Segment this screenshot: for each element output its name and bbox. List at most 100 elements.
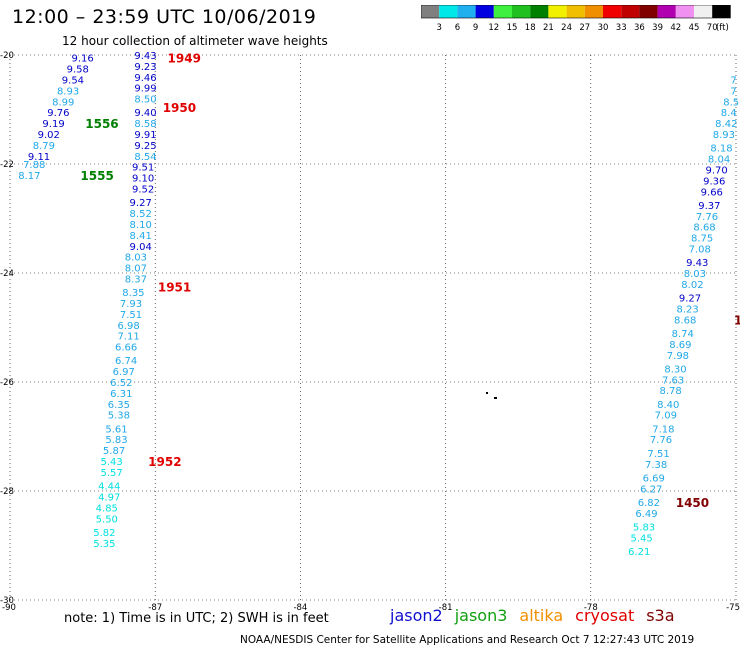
swh-value-label: 9.02 <box>38 130 60 141</box>
swh-value-label: 7.18 <box>652 424 674 435</box>
swh-value-label: 8.35 <box>122 288 144 299</box>
colorbar-swatch <box>493 5 512 18</box>
y-tick-label: -24 <box>0 269 14 279</box>
swh-value-label: 9.37 <box>698 201 720 212</box>
chart-subtitle: 12 hour collection of altimeter wave hei… <box>62 34 328 48</box>
colorbar-swatch <box>621 5 640 18</box>
swh-value-label: 6.69 <box>643 473 665 484</box>
swh-value-label: 9.27 <box>130 198 152 209</box>
legend-item-jason3: jason3 <box>454 606 508 625</box>
land-dot <box>494 397 497 399</box>
colorbar-swatch <box>548 5 567 18</box>
legend-item-cryosat: cryosat <box>575 606 635 625</box>
colorbar-unit-label: (ft) <box>716 23 729 33</box>
footnote: note: 1) Time is in UTC; 2) SWH is in fe… <box>64 611 329 626</box>
swh-value-label: 7.76 <box>696 212 718 223</box>
swh-value-label: 7.51 <box>647 449 669 460</box>
swh-value-label: 6.66 <box>115 343 137 354</box>
swh-track: 9.439.239.469.998.50 9.408.589.919.258.54… <box>93 51 156 550</box>
color-scale-legend: 3 6 9 12 15 18 21 24 27 30 33 36 39 42 45 70(ft) <box>421 5 731 33</box>
wave-height-plot: -90 -87 -84 -81 -78 -75 -20 -22 -24 -26 -28 -30 9.16… <box>0 51 740 612</box>
colorbar-level-label: 15 <box>507 23 518 33</box>
swh-value-label: 5.82 <box>93 528 115 539</box>
swh-value-label: 5.83 <box>633 522 655 533</box>
legend-item-s3a: s3a <box>646 606 675 625</box>
colorbar-swatch <box>421 5 440 18</box>
swh-value-label: 9.58 <box>67 65 89 76</box>
x-tick-label: -90 <box>2 603 16 612</box>
colorbar-level-label: 45 <box>689 23 700 33</box>
legend-item-jason2: jason2 <box>390 606 443 625</box>
swh-value-label: 7.93 <box>120 299 142 310</box>
swh-value-label: 5.35 <box>93 539 115 550</box>
swh-value-label: 8.58 <box>134 119 156 130</box>
swh-value-label: 8.75 <box>691 234 713 245</box>
swh-value-label: 8.02 <box>681 280 703 291</box>
y-tick-label: -20 <box>0 51 14 61</box>
swh-value-label: 6.21 <box>628 547 650 558</box>
swh-value-label: 7 <box>730 76 736 87</box>
colorbar-level-label: 24 <box>561 23 572 33</box>
swh-value-label: 9.27 <box>679 294 701 305</box>
swh-value-label: 8.04 <box>708 155 730 166</box>
swh-value-label: 8.4 <box>721 108 737 119</box>
swh-value-label: 8.50 <box>134 95 156 106</box>
colorbar-level-label: 30 <box>598 23 609 33</box>
swh-value-label: 9.25 <box>134 141 156 152</box>
swh-value-label: 8.52 <box>130 209 152 220</box>
swh-value-label: 8.54 <box>134 152 156 163</box>
swh-track: 778.58.48.428.938.188.049.709.369.669.37… <box>628 76 739 558</box>
x-tick-label: -84 <box>293 603 307 612</box>
swh-value-label: 7.76 <box>650 435 672 446</box>
swh-value-label: 6.74 <box>115 356 137 367</box>
swh-value-label: 6.27 <box>640 484 662 495</box>
colorbar-level-label: 39 <box>652 23 663 33</box>
swh-value-label: 5.45 <box>630 533 652 544</box>
swh-value-label: 9.66 <box>701 187 723 198</box>
y-tick-label: -30 <box>0 596 14 606</box>
swh-value-label: 6.31 <box>110 389 132 400</box>
swh-value-label: 8.03 <box>684 269 706 280</box>
pass-time-label: 1949 <box>168 52 201 66</box>
x-tick-label: -81 <box>439 603 453 612</box>
swh-value-label: 8.79 <box>33 141 55 152</box>
swh-value-label: 9.46 <box>134 73 156 84</box>
colorbar-level-label: 6 <box>455 23 460 33</box>
colorbar-level-label: 21 <box>543 23 554 33</box>
swh-value-label: 6.49 <box>635 509 657 520</box>
pass-time-label: 1450 <box>676 496 709 510</box>
swh-value-label: 6.82 <box>638 498 660 509</box>
colorbar-swatch <box>603 5 622 18</box>
swh-value-label: 8.68 <box>674 315 696 326</box>
chart-title: 12:00 – 23:59 UTC 10/06/2019 <box>12 6 317 28</box>
colorbar-swatch <box>675 5 694 18</box>
swh-value-label: 8.69 <box>669 340 691 351</box>
pass-time-label: 1950 <box>163 101 196 115</box>
swh-value-label: 9.43 <box>686 258 708 269</box>
swh-value-label: 7.38 <box>645 460 667 471</box>
colorbar-level-label: 33 <box>616 23 627 33</box>
swh-value-label: 9.76 <box>47 108 69 119</box>
swh-value-label: 4.44 <box>98 482 120 493</box>
swh-value-label: 8.99 <box>52 97 74 108</box>
swh-value-label: 8.42 <box>715 119 737 130</box>
swh-value-label: 5.50 <box>96 514 118 525</box>
swh-value-label: 9.10 <box>132 174 154 185</box>
swh-value-label: 9.23 <box>134 62 156 73</box>
swh-value-label: 5.43 <box>101 457 123 468</box>
swh-value-label: 7.08 <box>689 244 711 255</box>
colorbar-swatch <box>584 5 603 18</box>
swh-value-label: 9.43 <box>134 51 156 62</box>
swh-value-label: 7.51 <box>120 310 142 321</box>
swh-value-label: 7 <box>730 86 736 97</box>
satellite-legend: jason2 jason3 altika cryosat s3a <box>390 606 687 625</box>
swh-value-label: 5.38 <box>108 411 130 422</box>
swh-value-label: 8.78 <box>660 386 682 397</box>
swh-value-label: 9.19 <box>42 119 64 130</box>
swh-value-label: 5.61 <box>105 424 127 435</box>
swh-value-label: 4.85 <box>96 503 118 514</box>
swh-value-label: 8.07 <box>125 264 147 275</box>
colorbar-swatch <box>712 5 731 18</box>
swh-value-label: 9.16 <box>71 54 93 65</box>
pass-time-label: 1952 <box>148 455 181 469</box>
